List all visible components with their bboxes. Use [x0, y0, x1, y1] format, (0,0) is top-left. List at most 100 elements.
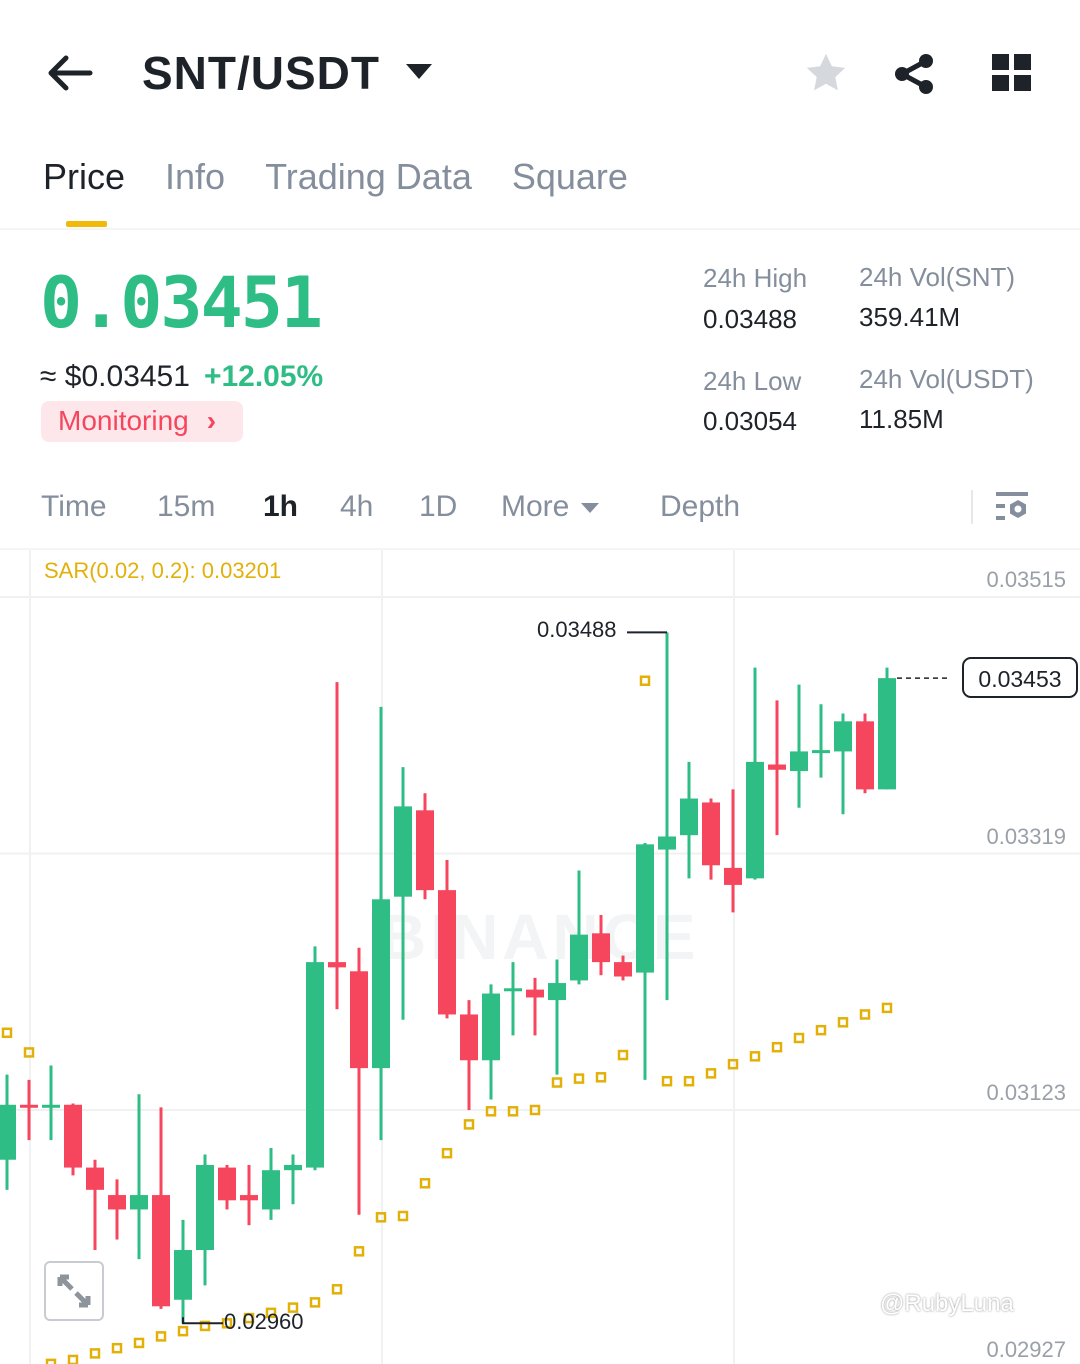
tab-price[interactable]: Price	[43, 156, 126, 197]
favorite-button[interactable]	[804, 52, 848, 99]
candle-down	[108, 1195, 126, 1210]
last-price: 0.03451	[40, 262, 323, 344]
sar-dot	[463, 1119, 475, 1130]
vol-base-label: 24h Vol(SNT)	[859, 262, 1016, 292]
expand-icon	[57, 1274, 91, 1308]
sar-dot	[419, 1178, 431, 1189]
candle-up	[746, 761, 764, 879]
candle-up	[636, 844, 654, 973]
sar-dot	[507, 1106, 519, 1117]
candle-down	[702, 802, 720, 866]
tf-4h[interactable]: 4h	[340, 490, 374, 523]
candle-down	[460, 1014, 478, 1061]
candle-down	[86, 1167, 104, 1190]
sar-dot	[199, 1320, 211, 1332]
sar-dot	[727, 1058, 739, 1070]
sar-dot	[749, 1051, 761, 1062]
back-button[interactable]	[44, 50, 94, 96]
sar-dot	[837, 1017, 849, 1028]
grid-icon	[992, 54, 1031, 91]
sar-dot	[617, 1049, 629, 1061]
candle-up	[570, 934, 588, 981]
tf-time[interactable]: Time	[41, 490, 107, 523]
low-value: 0.03054	[703, 406, 797, 436]
sar-dot	[67, 1354, 79, 1364]
min-price-label: 0.02960	[224, 1309, 304, 1334]
candle-up	[812, 750, 830, 754]
tf-15m[interactable]: 15m	[157, 490, 216, 523]
chart-settings-icon	[996, 492, 1028, 520]
sar-dot	[859, 1009, 871, 1020]
candle-up	[394, 806, 412, 897]
sar-dot	[573, 1073, 585, 1084]
tf-1d[interactable]: 1D	[419, 490, 458, 523]
high-label: 24h High	[703, 263, 808, 293]
sar-dot	[375, 1212, 387, 1223]
sar-dot	[595, 1072, 607, 1083]
tf-depth[interactable]: Depth	[660, 490, 741, 523]
fiat-row: ≈ $0.03451 +12.05%	[40, 360, 323, 394]
sar-dot	[441, 1147, 453, 1159]
sar-indicator-label: SAR(0.02, 0.2): 0.03201	[44, 558, 282, 583]
active-tab-indicator	[66, 221, 107, 227]
sar-dot	[551, 1077, 563, 1088]
fullscreen-button[interactable]	[44, 1261, 104, 1321]
candle-up	[372, 899, 390, 1069]
candle-up	[174, 1250, 192, 1300]
sar-dot	[243, 1312, 255, 1324]
tf-more[interactable]: More	[501, 490, 600, 524]
sar-dot	[815, 1024, 827, 1036]
candle-down	[64, 1104, 82, 1168]
sar-dot	[771, 1041, 783, 1053]
y-axis-label: 0.02927	[986, 1337, 1066, 1362]
sar-dot	[639, 675, 651, 687]
tf-1h[interactable]: 1h	[263, 490, 299, 523]
tab-info[interactable]: Info	[165, 156, 226, 197]
candle-up	[680, 798, 698, 836]
monitoring-badge[interactable]: Monitoring ›	[41, 401, 243, 442]
chart-settings-button[interactable]	[996, 490, 1030, 531]
sar-dot	[155, 1331, 167, 1342]
sar-dot	[683, 1075, 695, 1087]
candle-down	[152, 1195, 170, 1307]
sar-dot	[133, 1337, 145, 1349]
candle-down	[438, 890, 456, 1015]
tab-square[interactable]: Square	[511, 156, 628, 197]
divider	[0, 228, 1080, 230]
separator	[971, 490, 973, 524]
high-value: 0.03488	[703, 304, 797, 334]
share-button[interactable]	[892, 52, 936, 101]
candle-down	[328, 962, 346, 968]
sar-dot	[309, 1297, 321, 1308]
sar-dot	[23, 1047, 35, 1058]
caret-down-icon	[581, 503, 600, 514]
pair-title[interactable]: SNT/USDT	[142, 47, 380, 99]
price-change: +12.05%	[203, 360, 324, 393]
back-arrow-icon	[48, 55, 93, 91]
sar-dot	[881, 1002, 893, 1014]
y-axis-label: 0.03319	[986, 824, 1066, 849]
y-axis-label: 0.03515	[986, 567, 1066, 592]
grid-menu-button[interactable]	[992, 54, 1032, 97]
tf-more-label: More	[501, 490, 570, 523]
candlestick-chart[interactable]	[0, 550, 1080, 1364]
candle-down	[724, 867, 742, 885]
sar-dot	[89, 1348, 101, 1359]
tab-trading-data[interactable]: Trading Data	[265, 156, 472, 197]
share-icon	[895, 54, 933, 94]
caret-down-icon[interactable]	[406, 64, 432, 79]
candle-up	[482, 993, 500, 1061]
candle-down	[240, 1195, 258, 1201]
max-price-label: 0.03488	[537, 617, 617, 642]
fiat-price: ≈ $0.03451	[40, 360, 190, 393]
current-price-label: 0.03453	[962, 657, 1078, 698]
candle-up	[0, 1104, 16, 1160]
sar-dot	[45, 1358, 57, 1364]
sar-dot	[397, 1210, 409, 1222]
candle-up	[504, 988, 522, 992]
vol-quote-value: 11.85M	[859, 404, 944, 434]
candle-up	[658, 836, 676, 850]
sar-dot	[265, 1307, 277, 1319]
y-axis-label: 0.03123	[986, 1080, 1066, 1105]
chart-top-border	[0, 548, 1080, 550]
